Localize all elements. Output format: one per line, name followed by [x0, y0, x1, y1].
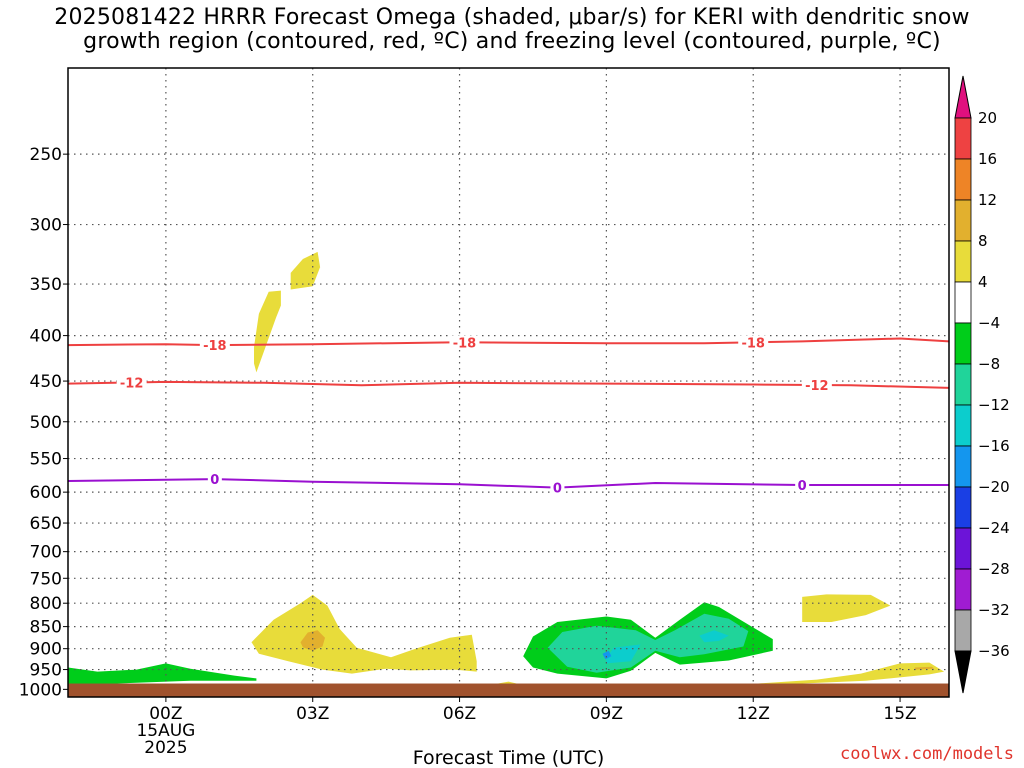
colorbar-label-11: −28: [978, 560, 1010, 578]
contour-label-bg: [801, 378, 832, 393]
omega-region-10: [547, 613, 749, 673]
colorbar-label-3: 8: [978, 232, 988, 250]
omega-region-7: [914, 666, 935, 670]
contour-label-bg: [116, 375, 147, 390]
y-tick-label-300: 300: [30, 216, 62, 236]
colorbar-label-0: 20: [978, 109, 997, 127]
colorbar-segment-9: [954, 486, 972, 529]
surface-fill: [68, 683, 949, 697]
colorbar-label-6: −8: [978, 355, 1000, 373]
contour-label-bg: [550, 480, 565, 495]
x-tick-label-00Z: 00Z: [149, 704, 182, 724]
omega-region-0: [254, 290, 281, 373]
omega-region-2: [251, 594, 477, 674]
x-tick-label-03Z: 03Z: [296, 704, 329, 724]
y-tick-label-550: 550: [30, 450, 62, 470]
colorbar-segment-1: [954, 158, 972, 201]
x-axis-title: Forecast Time (UTC): [413, 747, 604, 768]
colorbar-label-4: 4: [978, 273, 988, 291]
contour-label-bg: [795, 477, 810, 492]
colorbar-segment-11: [954, 568, 972, 611]
y-tick-label-700: 700: [30, 543, 62, 563]
y-tick-label-950: 950: [30, 661, 62, 681]
contour-label--18-1: -18: [453, 336, 477, 351]
y-tick-label-350: 350: [30, 275, 62, 295]
contour-label-0-2: 0: [798, 479, 807, 494]
colorbar-top-triangle: [954, 75, 972, 119]
contour-label-bg: [199, 338, 230, 353]
colorbar-segment-7: [954, 404, 972, 447]
colorbar-label-8: −16: [978, 437, 1010, 455]
y-tick-label-800: 800: [30, 594, 62, 614]
contour-label-0-1: 0: [553, 482, 562, 497]
contour-label--18-2: -18: [741, 336, 765, 351]
x-tick-label-09Z: 09Z: [590, 704, 623, 724]
omega-region-8: [68, 663, 257, 685]
y-tick-label-900: 900: [30, 640, 62, 660]
contour-label-0-0: 0: [210, 473, 219, 488]
chart-title-line-2: growth region (contoured, red, ºC) and f…: [83, 29, 941, 54]
colorbar-segment-10: [954, 527, 972, 570]
colorbar-segment-4: [954, 281, 972, 324]
contour-label--12-1: -12: [805, 379, 829, 394]
colorbar-segment-12: [954, 609, 972, 652]
y-tick-label-250: 250: [30, 145, 62, 165]
colorbar-segment-6: [954, 363, 972, 406]
contour-label-bg: [449, 335, 480, 350]
x-tick-label-15Z: 15Z: [883, 704, 916, 724]
colorbar-label-10: −24: [978, 519, 1010, 537]
chart-title-line-1: 2025081422 HRRR Forecast Omega (shaded, …: [54, 5, 970, 30]
contour-label-bg: [738, 335, 769, 350]
colorbar-label-13: −36: [978, 642, 1010, 660]
omega-region-6: [758, 662, 945, 684]
x-tick-sublabel-date: 15AUG: [136, 721, 195, 741]
contour-label-bg: [207, 472, 222, 487]
y-tick-label-850: 850: [30, 618, 62, 638]
contour-label--12-0: -12: [120, 377, 144, 392]
omega-region-12: [699, 630, 729, 643]
y-tick-label-650: 650: [30, 514, 62, 534]
colorbar-label-12: −32: [978, 601, 1010, 619]
colorbar-segment-3: [954, 240, 972, 283]
chart-title: 2025081422 HRRR Forecast Omega (shaded, …: [0, 6, 1024, 54]
omega-region-13: [602, 650, 612, 660]
contour-label--18-0: -18: [203, 339, 227, 354]
colorbar-label-9: −20: [978, 478, 1010, 496]
contour-line-0: [68, 478, 949, 489]
omega-region-1: [290, 251, 321, 290]
colorbar-label-1: 16: [978, 150, 997, 168]
y-tick-label-1000: 1000: [19, 680, 62, 700]
colorbar-bottom-triangle: [954, 650, 972, 694]
colorbar-label-5: −4: [978, 314, 1000, 332]
y-tick-label-750: 750: [30, 569, 62, 589]
x-tick-label-12Z: 12Z: [737, 704, 770, 724]
y-tick-label-500: 500: [30, 413, 62, 433]
y-tick-label-400: 400: [30, 327, 62, 347]
colorbar-segment-5: [954, 322, 972, 365]
credit-link[interactable]: coolwx.com/models: [840, 744, 1014, 764]
y-tick-label-450: 450: [30, 372, 62, 392]
plot-frame: [67, 67, 950, 698]
x-tick-sublabel-year: 2025: [144, 738, 187, 758]
plot-area: -18 -18 -18 -12 -12 0 0 0: [68, 68, 949, 697]
colorbar-segment-8: [954, 445, 972, 488]
colorbar-segment-2: [954, 199, 972, 242]
colorbar-segment-0: [954, 117, 972, 160]
contour-line--18: [68, 337, 949, 347]
omega-region-5: [802, 594, 891, 622]
colorbar-label-7: −12: [978, 396, 1010, 414]
omega-region-3: [300, 630, 325, 651]
x-tick-label-06Z: 06Z: [443, 704, 476, 724]
colorbar-label-2: 12: [978, 191, 997, 209]
y-tick-label-600: 600: [30, 483, 62, 503]
